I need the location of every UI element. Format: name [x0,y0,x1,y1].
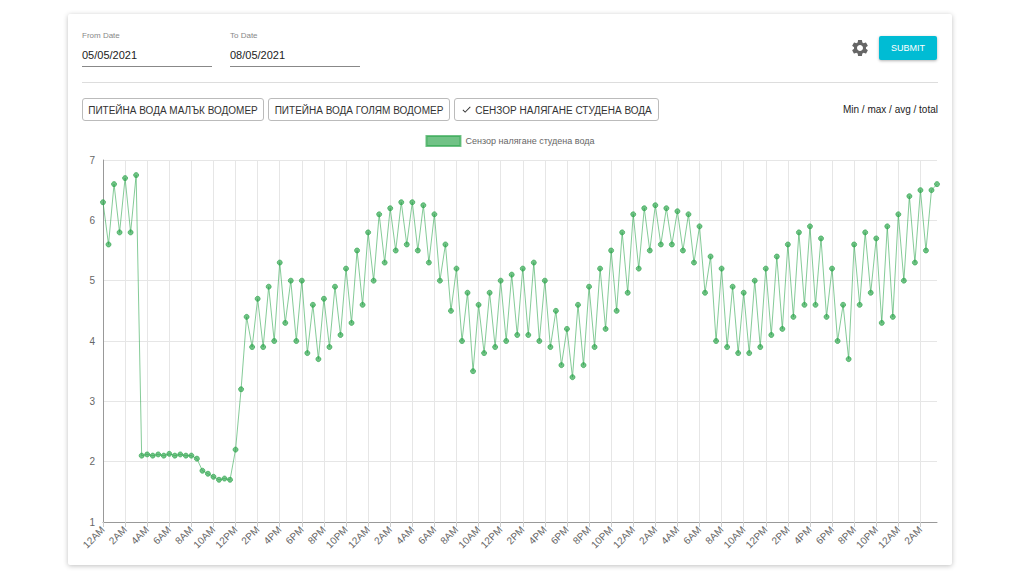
svg-text:4AM: 4AM [129,524,151,546]
svg-text:4AM: 4AM [394,524,416,546]
svg-text:6PM: 6PM [283,524,305,546]
html-text:SUBMIT: SUBMIT [891,43,925,53]
svg-text:12AM: 12AM [611,524,637,550]
svg-text:10PM: 10PM [854,524,880,550]
html-text:08/05/2021: 08/05/2021 [230,49,286,61]
svg-text:2AM: 2AM [372,524,394,546]
svg-text:10AM: 10AM [721,524,747,550]
svg-text:8PM: 8PM [570,524,593,547]
svg-text:4PM: 4PM [792,524,814,546]
svg-text:10AM: 10AM [191,524,217,550]
svg-text:2PM: 2PM [504,524,526,546]
svg-text:4AM: 4AM [659,524,681,546]
svg-text:2AM: 2AM [107,524,129,546]
svg-text:12AM: 12AM [876,524,902,550]
svg-text:6AM: 6AM [151,524,173,546]
svg-text:8AM: 8AM [703,524,726,547]
html-text:ПИТЕЙНА ВОДА ГОЛЯМ ВОДОМЕР: ПИТЕЙНА ВОДА ГОЛЯМ ВОДОМЕР [274,105,444,116]
svg-text:2PM: 2PM [239,524,261,546]
svg-text:4: 4 [89,336,95,347]
svg-text:12PM: 12PM [213,524,239,550]
svg-text:Сензор налягане студена вода: Сензор налягане студена вода [465,136,594,146]
svg-text:6PM: 6PM [814,524,836,546]
svg-text:12AM: 12AM [81,524,107,550]
svg-text:6AM: 6AM [681,524,703,546]
html-text:ПИТЕЙНА ВОДА МАЛЪК ВОДОМЕР: ПИТЕЙНА ВОДА МАЛЪК ВОДОМЕР [88,105,258,116]
svg-text:10PM: 10PM [589,524,615,550]
html-text:To Date: To Date [230,31,258,40]
html-text:From Date: From Date [82,31,120,40]
svg-text:12AM: 12AM [346,524,372,550]
svg-text:7: 7 [89,155,95,166]
svg-text:2PM: 2PM [769,524,791,546]
svg-text:4PM: 4PM [261,524,283,546]
svg-text:6: 6 [89,215,95,226]
svg-text:4PM: 4PM [526,524,548,546]
svg-text:12PM: 12PM [743,524,769,550]
svg-text:8PM: 8PM [835,524,858,547]
svg-text:8AM: 8AM [173,524,196,547]
svg-text:12PM: 12PM [478,524,504,550]
svg-text:6PM: 6PM [549,524,571,546]
html-text:СЕНЗОР НАЛЯГАНЕ СТУДЕНА ВОДА: СЕНЗОР НАЛЯГАНЕ СТУДЕНА ВОДА [475,105,652,116]
svg-text:2AM: 2AM [902,524,924,546]
svg-text:5: 5 [89,275,95,286]
svg-text:2: 2 [89,456,95,467]
svg-text:10PM: 10PM [324,524,350,550]
html-text:05/05/2021: 05/05/2021 [82,49,138,61]
svg-text:8PM: 8PM [305,524,328,547]
svg-text:10AM: 10AM [456,524,482,550]
svg-text:6AM: 6AM [416,524,438,546]
svg-text:1: 1 [89,517,95,528]
html-text:Min / max / avg / total: Min / max / avg / total [843,104,938,115]
svg-text:3: 3 [89,396,95,407]
svg-text:2AM: 2AM [637,524,659,546]
svg-text:8AM: 8AM [438,524,461,547]
